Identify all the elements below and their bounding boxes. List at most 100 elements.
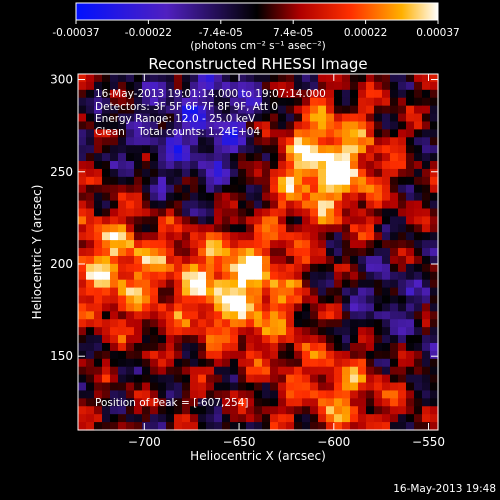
heatmap-cell xyxy=(110,414,119,423)
heatmap-cell xyxy=(334,137,343,146)
heatmap-cell xyxy=(190,366,199,376)
heatmap-cell xyxy=(326,287,335,297)
heatmap-cell xyxy=(198,414,207,423)
heatmap-cell xyxy=(198,129,207,138)
heatmap-cell xyxy=(126,224,135,233)
heatmap-cell xyxy=(142,145,151,154)
heatmap-cell xyxy=(286,342,295,352)
heatmap-cell xyxy=(398,184,407,194)
heatmap-cell xyxy=(94,216,103,225)
heatmap-cell xyxy=(110,311,119,320)
heatmap-cell xyxy=(358,74,367,83)
heatmap-cell xyxy=(110,105,119,115)
heatmap-cell xyxy=(214,224,223,233)
heatmap-cell xyxy=(94,390,103,399)
heatmap-cell xyxy=(374,382,383,392)
heatmap-cell xyxy=(366,255,375,265)
heatmap-cell xyxy=(150,153,159,162)
heatmap-cell xyxy=(270,74,279,83)
heatmap-cell xyxy=(78,121,87,130)
heatmap-cell xyxy=(318,366,327,376)
heatmap-cell xyxy=(158,89,167,99)
heatmap-cell xyxy=(398,89,407,99)
heatmap-cell xyxy=(238,414,247,423)
heatmap-cell xyxy=(294,129,303,138)
heatmap-cell xyxy=(166,74,175,83)
heatmap-cell xyxy=(174,105,183,115)
heatmap-cell xyxy=(190,350,199,360)
heatmap-cell xyxy=(310,168,319,178)
heatmap-cell xyxy=(302,350,311,360)
heatmap-cell xyxy=(382,216,391,225)
heatmap-cell xyxy=(390,287,399,297)
heatmap-cell xyxy=(318,121,327,130)
heatmap-cell xyxy=(318,263,327,273)
heatmap-cell xyxy=(286,129,295,138)
heatmap-cell xyxy=(398,382,407,392)
heatmap-cell xyxy=(318,232,327,241)
heatmap-cell xyxy=(174,295,183,305)
heatmap-cell xyxy=(246,342,255,352)
heatmap-cell xyxy=(158,192,167,202)
heatmap-cell xyxy=(86,255,95,265)
heatmap-cell xyxy=(270,414,279,423)
heatmap-cell xyxy=(270,153,279,162)
heatmap-cell xyxy=(270,208,279,217)
heatmap-cell xyxy=(206,184,215,194)
heatmap-cell xyxy=(198,184,207,194)
heatmap-cell xyxy=(262,192,271,202)
heatmap-cell xyxy=(294,168,303,178)
heatmap-cell xyxy=(238,303,247,312)
heatmap-cell xyxy=(422,303,431,312)
heatmap-cell xyxy=(374,153,383,162)
heatmap-cell xyxy=(182,240,191,249)
heatmap-cell xyxy=(406,105,415,115)
heatmap-cell xyxy=(126,422,135,431)
heatmap-cell xyxy=(398,422,407,431)
heatmap-cell xyxy=(222,97,231,107)
heatmap-cell xyxy=(174,350,183,360)
heatmap-cell xyxy=(214,216,223,225)
heatmap-cell xyxy=(326,374,335,384)
heatmap-cell xyxy=(254,319,263,328)
heatmap-cell xyxy=(430,422,439,431)
colorbar-tick-label: 0.00022 xyxy=(344,27,387,39)
heatmap-cell xyxy=(222,216,231,225)
heatmap-cell xyxy=(206,390,215,399)
heatmap-cell xyxy=(134,176,143,186)
heatmap-cell xyxy=(318,319,327,328)
heatmap-cell xyxy=(118,184,127,194)
heatmap-cell xyxy=(118,121,127,130)
heatmap-cell xyxy=(166,192,175,202)
heatmap-cell xyxy=(382,232,391,241)
heatmap-cell xyxy=(414,414,423,423)
heatmap-cell xyxy=(86,287,95,297)
heatmap-cell xyxy=(366,216,375,225)
heatmap-cell xyxy=(302,366,311,376)
heatmap-cell xyxy=(390,255,399,265)
heatmap-cell xyxy=(246,121,255,130)
heatmap-cell xyxy=(230,137,239,146)
heatmap-cell xyxy=(142,374,151,384)
heatmap-cell xyxy=(214,232,223,241)
heatmap-cell xyxy=(78,200,87,210)
heatmap-cell xyxy=(118,129,127,138)
heatmap-cell xyxy=(214,406,223,415)
heatmap-cell xyxy=(302,295,311,305)
heatmap-cell xyxy=(398,342,407,352)
heatmap-cell xyxy=(78,398,87,407)
heatmap-cell xyxy=(342,161,351,170)
heatmap-cell xyxy=(350,81,359,91)
heatmap-cell xyxy=(430,153,439,162)
heatmap-cell xyxy=(422,192,431,202)
heatmap-cell xyxy=(342,240,351,249)
heatmap-cell xyxy=(358,398,367,407)
heatmap-cell xyxy=(430,255,439,265)
heatmap-cell xyxy=(398,208,407,217)
heatmap-cell xyxy=(118,374,127,384)
heatmap-cell xyxy=(414,350,423,360)
heatmap-cell xyxy=(214,279,223,289)
heatmap-cell xyxy=(190,295,199,305)
heatmap-cell xyxy=(326,129,335,138)
heatmap-cell xyxy=(86,406,95,415)
